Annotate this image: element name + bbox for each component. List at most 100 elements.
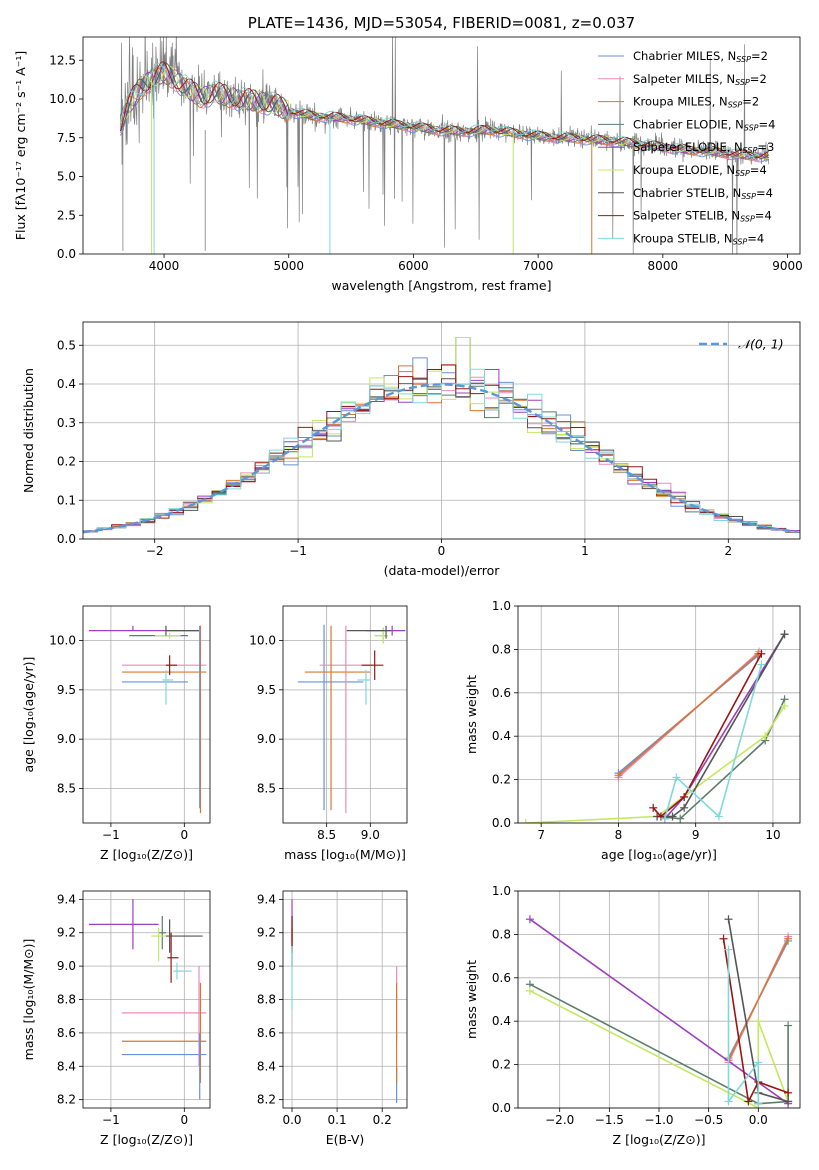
y-tick-label: 0.0 [492,816,511,830]
legend-name: Kroupa ELODIE [633,163,719,177]
y-tick-label: 10.0 [49,92,76,106]
plus-marker [614,771,623,780]
y-tick-label: 9.2 [257,926,276,940]
y-tick-label: 10.0 [249,634,276,648]
y-tick-label: 8.5 [257,781,276,795]
plot-frame [517,890,801,1109]
legend-nssp: 3 [767,140,774,154]
legend-name: Chabrier ELODIE [633,117,728,131]
x-tick-label: 2 [724,544,732,558]
y-tick-label: 9.0 [57,959,76,973]
plus-marker [668,812,677,821]
plus-marker [724,915,733,924]
x-tick-label: 8.5 [317,828,336,842]
legend: 𝒩(0, 1) [699,337,784,352]
x-tick-label: 0.2 [373,1113,392,1127]
plus-marker [724,1097,733,1106]
x-tick-label: 0.0 [749,1113,768,1127]
y-tick-label: 2.5 [57,208,76,222]
axes-age_mass: 8.5 9.0 8.5 9.0 9.5 10.0 mass [log₁₀(M/M⊙)] [249,605,408,862]
x-tick-label: −0.5 [694,1113,723,1127]
grid-lines [83,606,210,823]
y-tick-label: 9.0 [57,732,76,746]
grid-lines [283,891,407,1108]
plus-marker [521,819,530,823]
legend-name: Salpeter MILES [633,72,719,86]
plus-marker [754,1017,763,1026]
plot-area [291,899,398,1103]
plus-marker [660,814,669,823]
grid-lines [283,606,407,823]
legend-entry: Salpeter STELIB, NSSP=4 [633,209,772,224]
plus-marker [676,814,685,823]
axes-weight_Z: −2.0 −1.5 −1.0 −0.5 0.0 0.0 0.2 0.4 0.6 0.8 1.0 Z [… [464,884,801,1147]
y-axis-label: mass weight [464,675,479,754]
axes-age_Z: −1 0 8.5 9.0 9.5 10.0 Z [log₁₀(Z/Z⊙)] age [log₁… [21,605,211,862]
plus-marker [525,915,534,924]
gaussian-curve [83,383,798,534]
model-spectrum [120,62,770,159]
x-tick-label: 5000 [273,259,304,273]
data-point [165,625,199,636]
y-tick-label: 8.4 [257,1059,276,1073]
y-tick-label: 7.5 [57,131,76,145]
plot-area [83,337,800,534]
y-tick-label: 9.0 [257,959,276,973]
data-point [162,670,174,705]
plot-frame [82,321,801,540]
x-tick-label: −1.5 [595,1113,624,1127]
plot-area [88,899,207,1100]
ticks: −2 −1 0 1 2 0.0 0.1 0.2 0.3 0.4 0.5 [57,338,732,558]
plus-marker [714,812,723,821]
x-axis-label: Z [log₁₀(Z/Z⊙)] [100,847,193,862]
data-point [158,916,166,950]
x-axis-label: wavelength [Angstrom, rest frame] [331,278,551,293]
data-point [88,625,199,632]
x-tick-label: 8000 [648,259,679,273]
x-tick-label: 6000 [398,259,429,273]
y-axis-label: mass weight [464,960,479,1039]
ticks: −1 0 8.5 9.0 9.5 10.0 [49,634,188,842]
y-tick-label: 0.2 [57,455,76,469]
data-point [319,625,373,814]
legend-nssp: 4 [757,231,764,245]
data-point [165,919,203,953]
plus-marker [784,1088,793,1097]
x-tick-label: −1 [102,828,120,842]
y-tick-label: 0.8 [492,927,511,941]
x-tick-label: 4000 [149,259,180,273]
y-tick-label: 0.2 [492,1058,511,1072]
x-axis-label: (data-model)/error [384,563,501,578]
y-tick-label: 0.4 [492,1014,511,1028]
plus-marker [680,792,689,801]
legend-nssp: 4 [759,163,766,177]
y-tick-label: 8.8 [57,993,76,1007]
weight-series [664,633,786,820]
x-tick-label: −2 [146,544,164,558]
legend-entry: Kroupa STELIB, NSSP=4 [633,231,764,246]
legend-nssp: 4 [768,117,775,131]
x-tick-label: −2.0 [545,1113,574,1127]
grid-lines [518,605,800,824]
plot-frame [517,605,801,824]
weight-series [727,949,760,1104]
legend-name: Salpeter STELIB [633,209,724,223]
legend: Chabrier MILES, NSSP=2 Salpeter MILES, NS… [598,49,775,246]
y-tick-label: 0.4 [492,729,511,743]
x-axis-label: Z [log₁₀(Z/Z⊙)] [100,1132,193,1147]
plus-marker [780,630,789,639]
plus-marker [784,1021,793,1030]
axes-spectrum: 4000 5000 6000 7000 8000 9000 0.0 2.5 5.0 7.5 10.0… [13,14,803,293]
x-tick-label: −1 [289,544,307,558]
legend-nssp: 2 [752,95,759,109]
ticks: −1 0 8.2 8.4 8.6 8.8 9.0 9.2 9.4 [57,892,188,1127]
x-tick-label: 9.0 [361,828,380,842]
y-tick-label: 8.5 [57,781,76,795]
model-spectrum [119,61,769,158]
legend-entry: Kroupa MILES, NSSP=2 [633,95,759,110]
x-tick-label: 0.1 [328,1113,347,1127]
data-point [167,932,179,983]
data-point [88,899,159,950]
data-point [154,632,181,639]
